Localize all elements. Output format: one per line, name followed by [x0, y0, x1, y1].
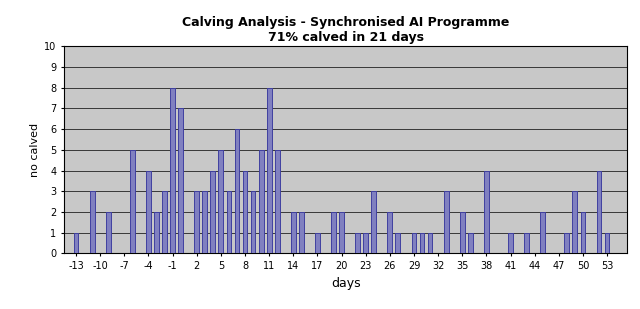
Bar — [371, 191, 376, 253]
Title: Calving Analysis - Synchronised AI Programme
71% calved in 21 days: Calving Analysis - Synchronised AI Progr… — [182, 16, 509, 44]
Bar — [460, 212, 465, 253]
Bar — [267, 88, 271, 253]
Bar — [564, 233, 569, 253]
Bar — [573, 191, 577, 253]
Bar — [195, 191, 199, 253]
Bar — [130, 150, 135, 253]
Bar — [179, 108, 183, 253]
Bar — [154, 212, 159, 253]
Bar — [106, 212, 111, 253]
Bar — [259, 150, 264, 253]
Bar — [202, 191, 207, 253]
Bar — [364, 233, 368, 253]
Bar — [243, 171, 248, 253]
Bar — [412, 233, 417, 253]
Bar — [605, 233, 609, 253]
Bar — [331, 212, 336, 253]
X-axis label: days: days — [331, 277, 360, 290]
Bar — [227, 191, 231, 253]
Bar — [428, 233, 433, 253]
Bar — [396, 233, 400, 253]
Bar — [387, 212, 392, 253]
Bar — [299, 212, 304, 253]
Bar — [74, 233, 79, 253]
Bar — [315, 233, 320, 253]
Bar — [468, 233, 473, 253]
Bar — [170, 88, 175, 253]
Bar — [251, 191, 255, 253]
Bar — [235, 129, 239, 253]
Bar — [211, 171, 215, 253]
Y-axis label: no calved: no calved — [30, 123, 40, 177]
Bar — [218, 150, 223, 253]
Bar — [524, 233, 529, 253]
Bar — [596, 171, 602, 253]
Bar — [484, 171, 489, 253]
Bar — [146, 171, 151, 253]
Bar — [355, 233, 360, 253]
Bar — [420, 233, 424, 253]
Bar — [540, 212, 545, 253]
Bar — [90, 191, 95, 253]
Bar — [162, 191, 167, 253]
Bar — [339, 212, 344, 253]
Bar — [508, 233, 513, 253]
Bar — [275, 150, 280, 253]
Bar — [580, 212, 586, 253]
Bar — [291, 212, 296, 253]
Bar — [444, 191, 449, 253]
